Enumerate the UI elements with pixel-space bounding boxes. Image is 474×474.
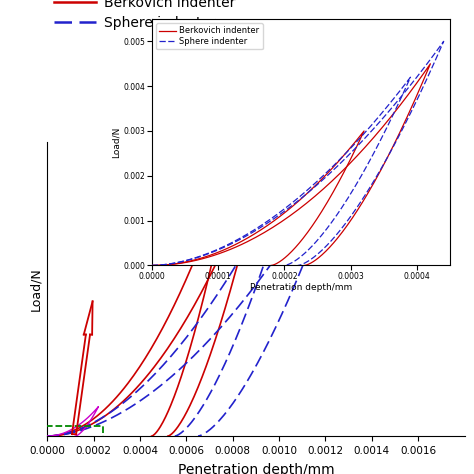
Bar — [43, 426, 103, 440]
X-axis label: Penetration depth/mm: Penetration depth/mm — [250, 283, 352, 292]
Legend: Berkovich indenter, Sphere indenter: Berkovich indenter, Sphere indenter — [156, 23, 263, 49]
Y-axis label: Load/N: Load/N — [29, 267, 42, 311]
X-axis label: Penetration depth/mm: Penetration depth/mm — [178, 463, 334, 474]
Y-axis label: Load/N: Load/N — [112, 127, 121, 158]
Legend: Berkovich indenter, Sphere indenter: Berkovich indenter, Sphere indenter — [55, 0, 236, 30]
